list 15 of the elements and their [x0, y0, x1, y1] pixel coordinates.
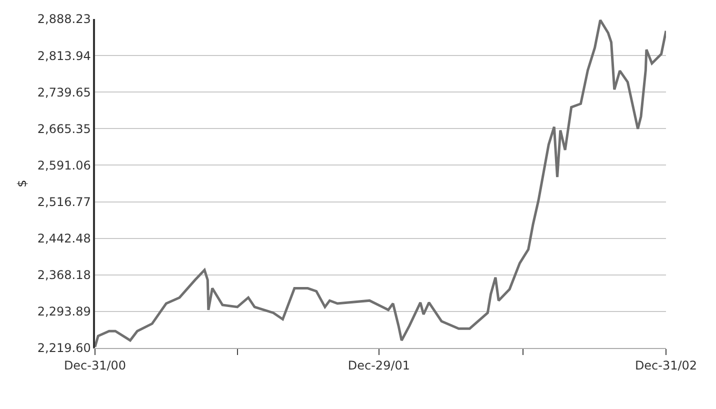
line-series — [95, 19, 666, 348]
y-axis-title: $ — [15, 180, 30, 188]
y-tick-label: 2,368.18 — [37, 268, 91, 282]
y-tick-label: 2,442.48 — [37, 232, 91, 246]
y-tick-label: 2,888.23 — [37, 12, 91, 26]
y-tick-label: 2,813.94 — [37, 48, 91, 63]
x-tick-label: Dec-31/02 — [634, 358, 698, 372]
y-tick-label: 2,665.35 — [37, 122, 91, 136]
y-tick-label: 2,516.77 — [37, 194, 91, 209]
y-tick-label: 2,293.89 — [37, 304, 91, 319]
y-tick-label: 2,739.65 — [37, 85, 91, 100]
y-tick-label: 2,219.60 — [37, 341, 91, 356]
x-tick-label: Dec-31/00 — [64, 358, 126, 372]
x-tick-label: Dec-29/01 — [348, 358, 410, 372]
y-tick-label: 2,591.06 — [37, 158, 91, 172]
